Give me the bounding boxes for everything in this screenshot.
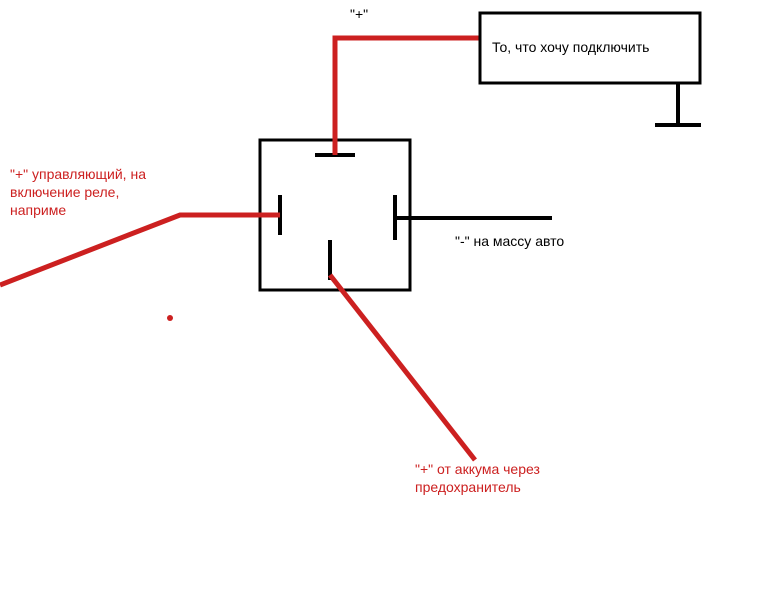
stray-dot [167, 315, 173, 321]
control-plus-label: "+" управляющий, на включение реле, напр… [10, 165, 146, 220]
plus-top-label: "+" [350, 5, 368, 23]
wires-layer [0, 0, 768, 614]
wire-plus-to-device [335, 38, 480, 155]
device-box-label: То, что хочу подключить [492, 38, 649, 56]
relay-box [260, 140, 410, 290]
diagram-stage: То, что хочу подключить "+" "+" управляю… [0, 0, 768, 614]
fuse-plus-label: "+" от аккума через предохранитель [415, 460, 540, 496]
ground-label: "-" на массу авто [455, 232, 564, 250]
wire-control-plus [0, 215, 280, 285]
wire-fuse-plus [330, 275, 475, 460]
